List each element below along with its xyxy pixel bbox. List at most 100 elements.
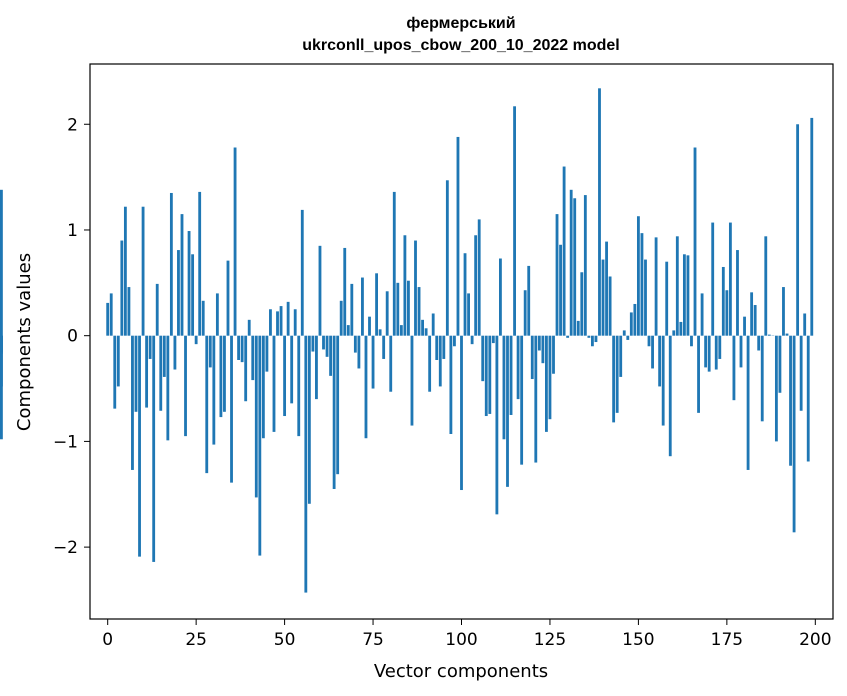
bar-69 — [350, 283, 354, 336]
bar-165 — [690, 335, 693, 347]
bar-27 — [201, 300, 205, 336]
bar-63 — [329, 335, 333, 376]
x-axis-ticks: 0 25 50 75 100 125 150 175 200 — [102, 619, 832, 650]
bar-153 — [647, 335, 651, 347]
bar-89 — [421, 319, 424, 336]
bar-36 — [233, 147, 237, 336]
bar-107 — [484, 335, 488, 417]
bar-93 — [435, 335, 439, 360]
bar-55 — [300, 209, 304, 336]
bar-126 — [552, 335, 555, 374]
bar-61 — [322, 335, 325, 350]
bar-106 — [481, 335, 485, 382]
bar-38 — [240, 335, 244, 363]
bar-184 — [757, 335, 761, 351]
bar-132 — [573, 198, 577, 336]
bar-134 — [580, 272, 584, 336]
bar-154 — [651, 335, 654, 369]
bar-47 — [272, 335, 276, 432]
bar-162 — [679, 321, 683, 336]
y-tick-label-1: −1 — [53, 432, 78, 452]
bar-12 — [148, 335, 152, 359]
bar-121 — [534, 335, 538, 463]
bar-113 — [506, 335, 509, 487]
bar-161 — [675, 236, 679, 336]
bar-11 — [145, 335, 149, 408]
bar-104 — [474, 235, 478, 336]
bar-111 — [499, 258, 502, 336]
bar-32 — [219, 335, 223, 418]
bar-42 — [254, 335, 258, 498]
bar-160 — [672, 330, 676, 336]
bar-117 — [520, 335, 524, 465]
bar-65 — [336, 335, 340, 475]
bar-105 — [477, 219, 481, 336]
bar-67 — [343, 247, 347, 336]
bar-103 — [470, 335, 474, 345]
bar-186 — [764, 236, 768, 336]
bar-77 — [378, 329, 382, 336]
y-axis-ticks: −2 −1 0 1 2 — [53, 115, 90, 558]
bar-57 — [307, 335, 311, 504]
bar-86 — [410, 335, 414, 426]
bar-178 — [736, 250, 739, 336]
bar-5 — [123, 206, 127, 336]
bar-70 — [353, 335, 357, 353]
bar-110 — [495, 335, 499, 515]
bar-73 — [364, 335, 368, 439]
bar-41 — [251, 335, 255, 381]
y-tick-label-2: 0 — [67, 327, 78, 347]
bar-182 — [750, 292, 754, 336]
bar-127 — [555, 214, 559, 336]
chart-title-line-2: ukrconll_upos_cbow_200_10_2022 model — [302, 37, 619, 54]
bar-183 — [753, 305, 757, 336]
bar-136 — [587, 335, 591, 338]
bar-68 — [346, 325, 350, 336]
y-tick-label-0: −2 — [53, 538, 78, 558]
bar-87 — [414, 240, 417, 336]
bar-13 — [152, 335, 156, 562]
bar-122 — [537, 335, 541, 351]
bar-177 — [732, 335, 736, 401]
bar-0 — [106, 302, 110, 336]
bar-54 — [297, 335, 301, 437]
bar-7 — [131, 335, 134, 470]
bar-25 — [194, 335, 198, 345]
bar-81 — [392, 191, 396, 336]
bar-78 — [382, 335, 386, 359]
bar-2 — [113, 335, 117, 409]
bar-108 — [488, 335, 492, 414]
bar-125 — [548, 335, 552, 420]
bar-35 — [230, 335, 233, 483]
bar-144 — [615, 335, 619, 413]
bar-84 — [403, 235, 407, 336]
x-tick-label-100: 100 — [445, 630, 477, 650]
bar-163 — [682, 254, 686, 336]
bar-34 — [226, 260, 230, 336]
bar-115 — [513, 106, 516, 336]
bar-151 — [640, 233, 644, 336]
bar-50 — [283, 335, 287, 417]
bar-18 — [169, 192, 173, 336]
bar-64 — [332, 335, 336, 489]
bar-92 — [431, 313, 435, 336]
bar-82 — [396, 282, 400, 336]
bar-33 — [223, 335, 226, 412]
bar-44 — [261, 335, 265, 439]
bar-157 — [661, 335, 665, 426]
bar-139 — [598, 88, 601, 336]
bar-10 — [141, 206, 145, 336]
bar-96 — [445, 180, 449, 336]
bar-170 — [707, 335, 711, 372]
bar-131 — [569, 189, 573, 336]
bar-189 — [774, 335, 778, 442]
bar-180 — [743, 316, 746, 336]
bar-9 — [138, 335, 141, 557]
bar-52 — [290, 335, 294, 404]
bar-undefined — [0, 335, 3, 387]
x-tick-label-75: 75 — [362, 630, 384, 650]
bar-31 — [215, 293, 219, 336]
bar-198 — [806, 335, 810, 462]
bar-112 — [502, 335, 506, 440]
